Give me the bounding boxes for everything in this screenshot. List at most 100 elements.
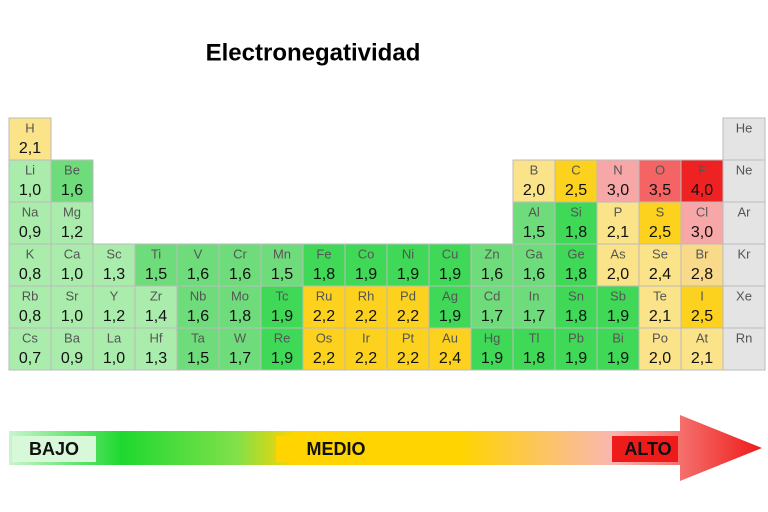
element-value: 2,0 xyxy=(607,266,629,283)
element-symbol: Rn xyxy=(736,330,753,345)
element-cell xyxy=(638,159,682,203)
element-symbol: Y xyxy=(110,288,119,303)
element-symbol: At xyxy=(696,330,709,345)
element-cell xyxy=(50,243,94,287)
element-symbol: Xe xyxy=(736,288,752,303)
element-value: 2,2 xyxy=(355,350,377,367)
element-value: 1,9 xyxy=(565,350,587,367)
element-symbol: Ne xyxy=(736,162,753,177)
element-symbol: Tc xyxy=(276,288,290,303)
element-symbol: Cd xyxy=(484,288,501,303)
element-symbol: Os xyxy=(316,330,333,345)
element-symbol: N xyxy=(613,162,622,177)
element-cell xyxy=(512,243,556,287)
element-symbol: Li xyxy=(25,162,35,177)
element-value: 1,0 xyxy=(103,350,125,367)
element-cell xyxy=(50,201,94,245)
element-value: 1,8 xyxy=(565,266,587,283)
element-symbol: Co xyxy=(358,246,375,261)
element-symbol: K xyxy=(26,246,35,261)
element-symbol: H xyxy=(25,120,34,135)
element-value: 1,8 xyxy=(313,266,335,283)
element-symbol: La xyxy=(107,330,122,345)
element-value: 1,9 xyxy=(439,266,461,283)
element-symbol: Mn xyxy=(273,246,291,261)
element-cell xyxy=(92,327,136,371)
element-value: 1,9 xyxy=(397,266,419,283)
element-value: 2,2 xyxy=(355,308,377,325)
element-cell xyxy=(722,285,766,329)
element-symbol: S xyxy=(656,204,665,219)
element-cell xyxy=(8,285,52,329)
element-value: 2,1 xyxy=(691,350,713,367)
element-symbol: Zn xyxy=(484,246,499,261)
element-cell xyxy=(512,285,556,329)
element-symbol: Pt xyxy=(402,330,415,345)
element-value: 1,6 xyxy=(481,266,503,283)
element-value: 1,6 xyxy=(187,266,209,283)
element-value: 1,8 xyxy=(523,350,545,367)
element-symbol: Sb xyxy=(610,288,626,303)
element-cell xyxy=(722,201,766,245)
element-cell xyxy=(176,243,220,287)
element-symbol: Ru xyxy=(316,288,333,303)
element-cell xyxy=(386,327,430,371)
element-symbol: Pd xyxy=(400,288,416,303)
element-value: 2,1 xyxy=(19,140,41,157)
element-symbol: Cl xyxy=(696,204,708,219)
element-symbol: Rh xyxy=(358,288,375,303)
element-value: 1,4 xyxy=(145,308,167,325)
element-cell xyxy=(638,327,682,371)
element-value: 4,0 xyxy=(691,182,713,199)
element-cell xyxy=(8,243,52,287)
element-value: 1,0 xyxy=(61,308,83,325)
element-symbol: W xyxy=(234,330,247,345)
element-symbol: Al xyxy=(528,204,540,219)
element-cell xyxy=(260,327,304,371)
element-value: 1,7 xyxy=(481,308,503,325)
element-value: 1,9 xyxy=(271,350,293,367)
element-cell xyxy=(512,327,556,371)
element-symbol: Zr xyxy=(150,288,163,303)
element-cell xyxy=(176,327,220,371)
element-symbol: C xyxy=(571,162,580,177)
low-box xyxy=(12,436,96,462)
element-cell xyxy=(218,285,262,329)
element-cell xyxy=(554,201,598,245)
element-symbol: V xyxy=(194,246,203,261)
element-cell xyxy=(470,327,514,371)
element-symbol: Kr xyxy=(738,246,752,261)
element-value: 2,1 xyxy=(607,224,629,241)
element-value: 1,9 xyxy=(271,308,293,325)
element-cell xyxy=(680,285,724,329)
element-value: 1,2 xyxy=(61,224,83,241)
element-symbol: Si xyxy=(570,204,582,219)
element-value: 0,9 xyxy=(19,224,41,241)
element-value: 2,1 xyxy=(649,308,671,325)
element-cell xyxy=(50,327,94,371)
scale-mid: MEDIO xyxy=(306,439,365,459)
element-value: 3,5 xyxy=(649,182,671,199)
element-cell xyxy=(218,327,262,371)
element-cell xyxy=(554,159,598,203)
element-cell xyxy=(134,243,178,287)
element-cell xyxy=(596,327,640,371)
element-symbol: Ta xyxy=(191,330,206,345)
element-symbol: Ir xyxy=(362,330,371,345)
element-symbol: Ti xyxy=(151,246,161,261)
element-cell xyxy=(722,327,766,371)
element-symbol: B xyxy=(530,162,539,177)
element-cell xyxy=(596,285,640,329)
element-value: 2,2 xyxy=(397,308,419,325)
element-symbol: Te xyxy=(653,288,667,303)
element-value: 1,5 xyxy=(187,350,209,367)
element-symbol: Mg xyxy=(63,204,81,219)
element-value: 0,8 xyxy=(19,266,41,283)
element-symbol: Cu xyxy=(442,246,459,261)
element-symbol: Re xyxy=(274,330,291,345)
element-symbol: Ni xyxy=(402,246,414,261)
element-cell xyxy=(554,285,598,329)
element-cell xyxy=(260,285,304,329)
element-value: 2,4 xyxy=(439,350,461,367)
element-symbol: He xyxy=(736,120,753,135)
